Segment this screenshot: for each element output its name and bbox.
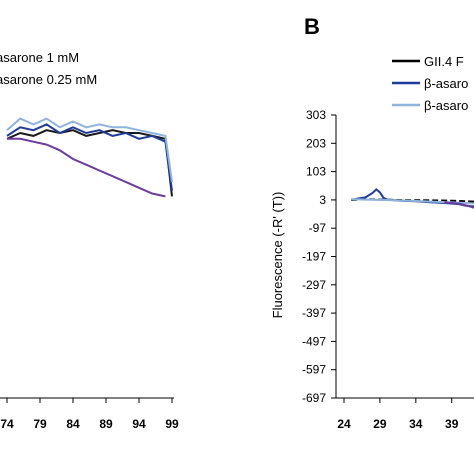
panel-b-y-axis-label: Fluorescence (-R' (T))	[270, 192, 285, 319]
panel-b-series-line-4	[444, 201, 474, 209]
panel-b-series-line-3	[351, 198, 474, 205]
panel-a-series	[6, 117, 173, 198]
panel-b-y-tick-label: -297	[302, 278, 326, 292]
panel-b-y-ticks: 303 203 103 3 -97 -197 -297 -397 -497 -597 -697	[302, 108, 336, 405]
panel-b-x-tick-label: 29	[373, 417, 387, 431]
panel-b-series	[351, 188, 474, 209]
panel-a-x-ticks: 74 79 84 89 94 99	[0, 398, 179, 431]
panel-b-y-tick-label: -397	[302, 306, 326, 320]
panel-b-legend: GII.4 F β-asaro β-asaro	[392, 54, 468, 113]
panel-b-y-tick-label: 103	[306, 165, 326, 179]
panel-a-x-tick-label: 99	[165, 417, 179, 431]
panel-b-y-tick-label: -497	[302, 334, 326, 348]
panel-b-y-tick-label: 3	[319, 193, 326, 207]
panel-b-y-tick-label: 303	[306, 108, 326, 122]
panel-a-series-line-3	[6, 117, 173, 183]
panel-b-y-tick-label: -697	[302, 391, 326, 405]
panel-b-y-tick-label: -197	[302, 250, 326, 264]
panel-a-x-tick-label: 74	[0, 417, 14, 431]
panel-a: asarone 1 mM asarone 0.25 mM 74 79 84 89 94 9…	[0, 50, 179, 431]
panel-b-x-ticks: 242934394	[337, 398, 459, 431]
panel-b-x-tick-label: 34	[409, 417, 423, 431]
panel-b-x-tick-label: 39	[445, 417, 459, 431]
panel-b-y-tick-label: -97	[309, 221, 327, 235]
panel-a-legend-label-1: asarone 1 mM	[0, 50, 79, 65]
panel-a-legend: asarone 1 mM asarone 0.25 mM	[0, 50, 97, 87]
panel-b-y-tick-label: 203	[306, 136, 326, 150]
panel-b: B Fluorescence (-R' (T)) 303 203 103 3 -97 -1…	[270, 14, 474, 431]
panel-a-series-line-1	[6, 129, 173, 197]
panel-a-series-line-4	[7, 137, 166, 198]
panel-a-series-line-2	[6, 123, 173, 191]
panel-a-x-tick-label: 94	[132, 417, 146, 431]
panel-b-letter: B	[304, 14, 320, 39]
panel-a-x-tick-label: 89	[99, 417, 113, 431]
panel-b-legend-label-3: β-asaro	[424, 98, 468, 113]
panel-b-legend-label-2: β-asaro	[424, 76, 468, 91]
panel-a-x-tick-label: 79	[33, 417, 47, 431]
panel-a-legend-label-2: asarone 0.25 mM	[0, 72, 97, 87]
panel-b-x-tick-label: 24	[337, 417, 351, 431]
panel-b-y-tick-label: -597	[302, 363, 326, 377]
panel-b-legend-label-1: GII.4 F	[424, 54, 464, 69]
panel-a-x-tick-label: 84	[66, 417, 80, 431]
